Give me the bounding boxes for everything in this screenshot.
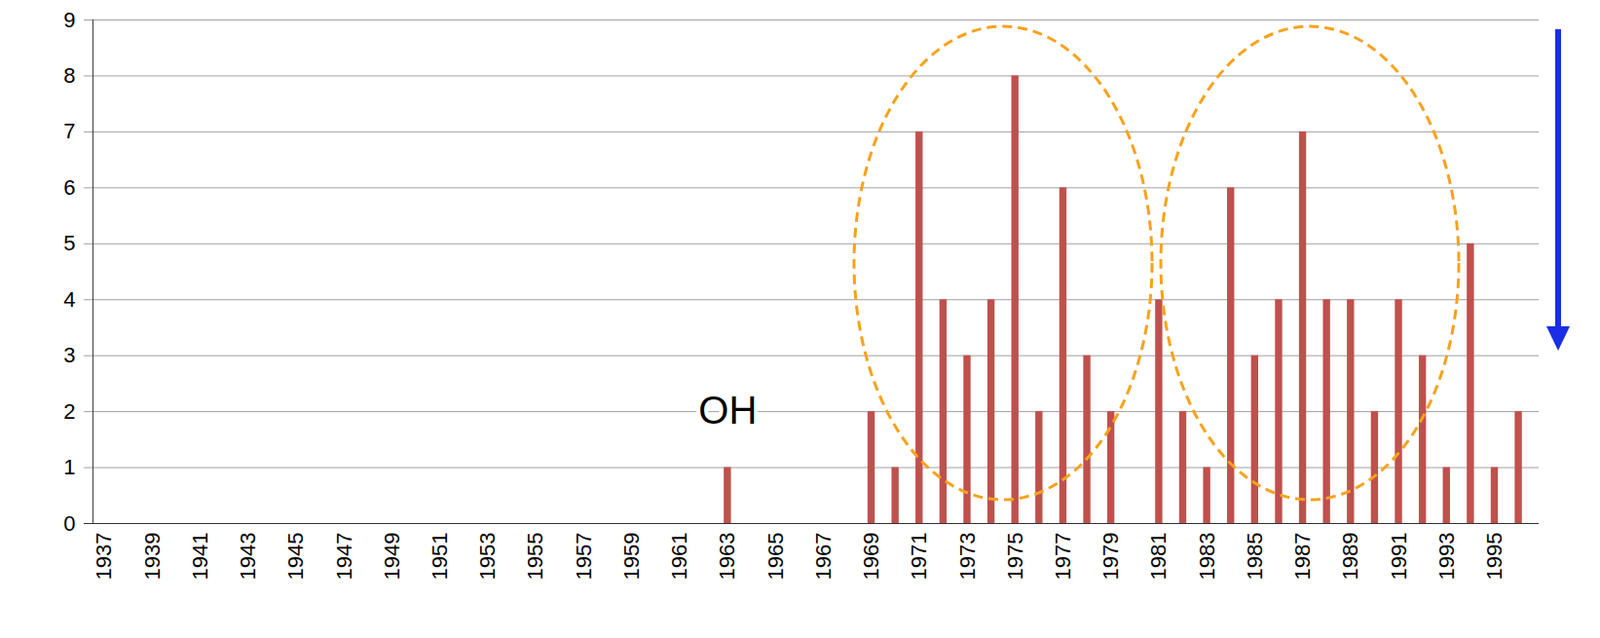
svg-text:1973: 1973 — [955, 532, 980, 581]
svg-text:1953: 1953 — [475, 532, 500, 581]
svg-text:1941: 1941 — [187, 532, 213, 581]
svg-text:1987: 1987 — [1290, 532, 1315, 581]
svg-text:1949: 1949 — [379, 532, 405, 581]
svg-text:1957: 1957 — [571, 532, 596, 581]
svg-text:1975: 1975 — [1003, 532, 1028, 581]
svg-text:1947: 1947 — [332, 532, 357, 581]
svg-text:1993: 1993 — [1434, 532, 1459, 581]
svg-text:1951: 1951 — [427, 532, 452, 581]
svg-text:7: 7 — [63, 118, 75, 144]
svg-text:0: 0 — [63, 511, 75, 536]
svg-text:1961: 1961 — [667, 532, 692, 581]
svg-text:2: 2 — [63, 399, 75, 424]
svg-text:1: 1 — [63, 454, 75, 480]
svg-text:1991: 1991 — [1386, 532, 1412, 581]
svg-text:6: 6 — [63, 175, 75, 200]
svg-text:8: 8 — [63, 63, 75, 88]
svg-text:1945: 1945 — [283, 532, 308, 581]
svg-text:1981: 1981 — [1146, 532, 1171, 581]
svg-text:1943: 1943 — [235, 532, 261, 581]
svg-text:1995: 1995 — [1482, 532, 1507, 581]
svg-text:1979: 1979 — [1098, 532, 1123, 581]
svg-text:1965: 1965 — [763, 532, 788, 581]
svg-text:1967: 1967 — [811, 532, 836, 581]
svg-text:1977: 1977 — [1050, 532, 1076, 581]
svg-text:1955: 1955 — [522, 532, 548, 581]
svg-text:1963: 1963 — [714, 532, 740, 581]
svg-text:1971: 1971 — [906, 532, 931, 581]
svg-text:5: 5 — [63, 230, 75, 256]
svg-text:1937: 1937 — [91, 532, 116, 581]
svg-text:3: 3 — [63, 342, 75, 368]
svg-text:1939: 1939 — [140, 532, 165, 581]
svg-text:1959: 1959 — [619, 532, 644, 581]
svg-text:1989: 1989 — [1338, 532, 1363, 581]
svg-text:1969: 1969 — [858, 532, 884, 581]
svg-text:4: 4 — [63, 287, 75, 312]
svg-text:1985: 1985 — [1242, 532, 1267, 581]
svg-text:OH: OH — [698, 388, 757, 432]
svg-text:9: 9 — [63, 7, 75, 33]
svg-text:1983: 1983 — [1194, 532, 1220, 581]
